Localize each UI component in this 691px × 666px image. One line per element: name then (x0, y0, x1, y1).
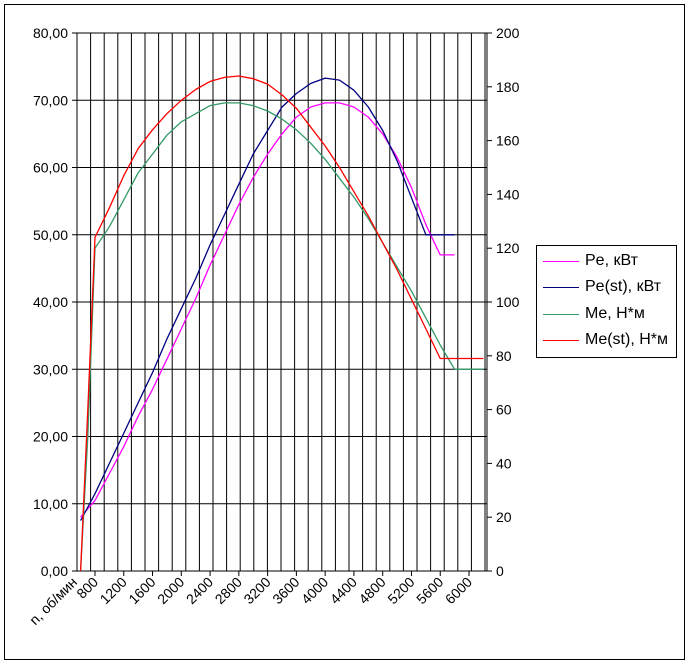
series-line-2 (79, 102, 484, 572)
x-tick-label: 4400 (327, 574, 360, 607)
y-right-tick-label: 20 (496, 509, 512, 525)
x-tick-label: 4000 (298, 574, 331, 607)
y-left-tick-label: 60,00 (33, 160, 68, 176)
x-tick-label: 2000 (154, 574, 187, 607)
x-tick-label: 2400 (183, 574, 216, 607)
y-left-tick-label: 80,00 (33, 25, 68, 41)
y-right-tick-label: 80 (496, 348, 512, 364)
y-left-tick-label: 50,00 (33, 227, 68, 243)
legend-swatch-me (543, 313, 579, 315)
y-right-tick-label: 60 (496, 402, 512, 418)
y-left-tick-label: 30,00 (33, 361, 68, 377)
x-tick-label: 3200 (240, 574, 273, 607)
x-tick-label: 2800 (212, 574, 245, 607)
y-right-tick-label: 120 (496, 240, 520, 256)
legend-swatch-pe (543, 260, 579, 262)
y-right-tick-label: 0 (496, 563, 504, 579)
legend-swatch-pe-st (543, 286, 579, 288)
x-tick-label: 6000 (442, 574, 475, 607)
legend-item-me: Me, Н*м (543, 303, 645, 325)
y-right-tick-label: 140 (496, 186, 520, 202)
y-right-tick-label: 180 (496, 79, 520, 95)
x-tick-label: 1600 (125, 574, 158, 607)
legend-label-pe-st: Pe(st), кВт (585, 278, 662, 295)
series-line-3 (79, 75, 484, 572)
x-tick-label: 1200 (97, 574, 130, 607)
y-right-tick-label: 100 (496, 294, 520, 310)
legend-item-me-st: Me(st), Н*м (543, 329, 668, 351)
legend-label-me-st: Me(st), Н*м (585, 331, 668, 348)
legend-swatch-me-st (543, 339, 579, 341)
legend-label-me: Me, Н*м (585, 305, 645, 322)
y-left-tick-label: 0,00 (41, 563, 68, 579)
y-right-tick-label: 200 (496, 25, 520, 41)
y-left-tick-label: 70,00 (33, 92, 68, 108)
legend-item-pe: Pe, кВт (543, 250, 638, 272)
legend-item-pe-st: Pe(st), кВт (543, 276, 661, 298)
y-right-tick-label: 160 (496, 133, 520, 149)
legend-label-pe: Pe, кВт (585, 252, 638, 269)
x-tick-label: 4800 (355, 574, 388, 607)
y-left-tick-label: 10,00 (33, 496, 68, 512)
x-tick-label: 3600 (269, 574, 302, 607)
y-left-tick-label: 20,00 (33, 429, 68, 445)
series-line-1 (80, 77, 455, 521)
x-tick-label: 5200 (384, 574, 417, 607)
x-axis-title: n, об/мин (26, 574, 80, 628)
y-left-tick-label: 40,00 (33, 294, 68, 310)
y-right-tick-label: 40 (496, 455, 512, 471)
x-tick-label: 5600 (413, 574, 446, 607)
chart-legend: Pe, кВт Pe(st), кВт Me, Н*м Me(st), Н*м (536, 245, 677, 358)
